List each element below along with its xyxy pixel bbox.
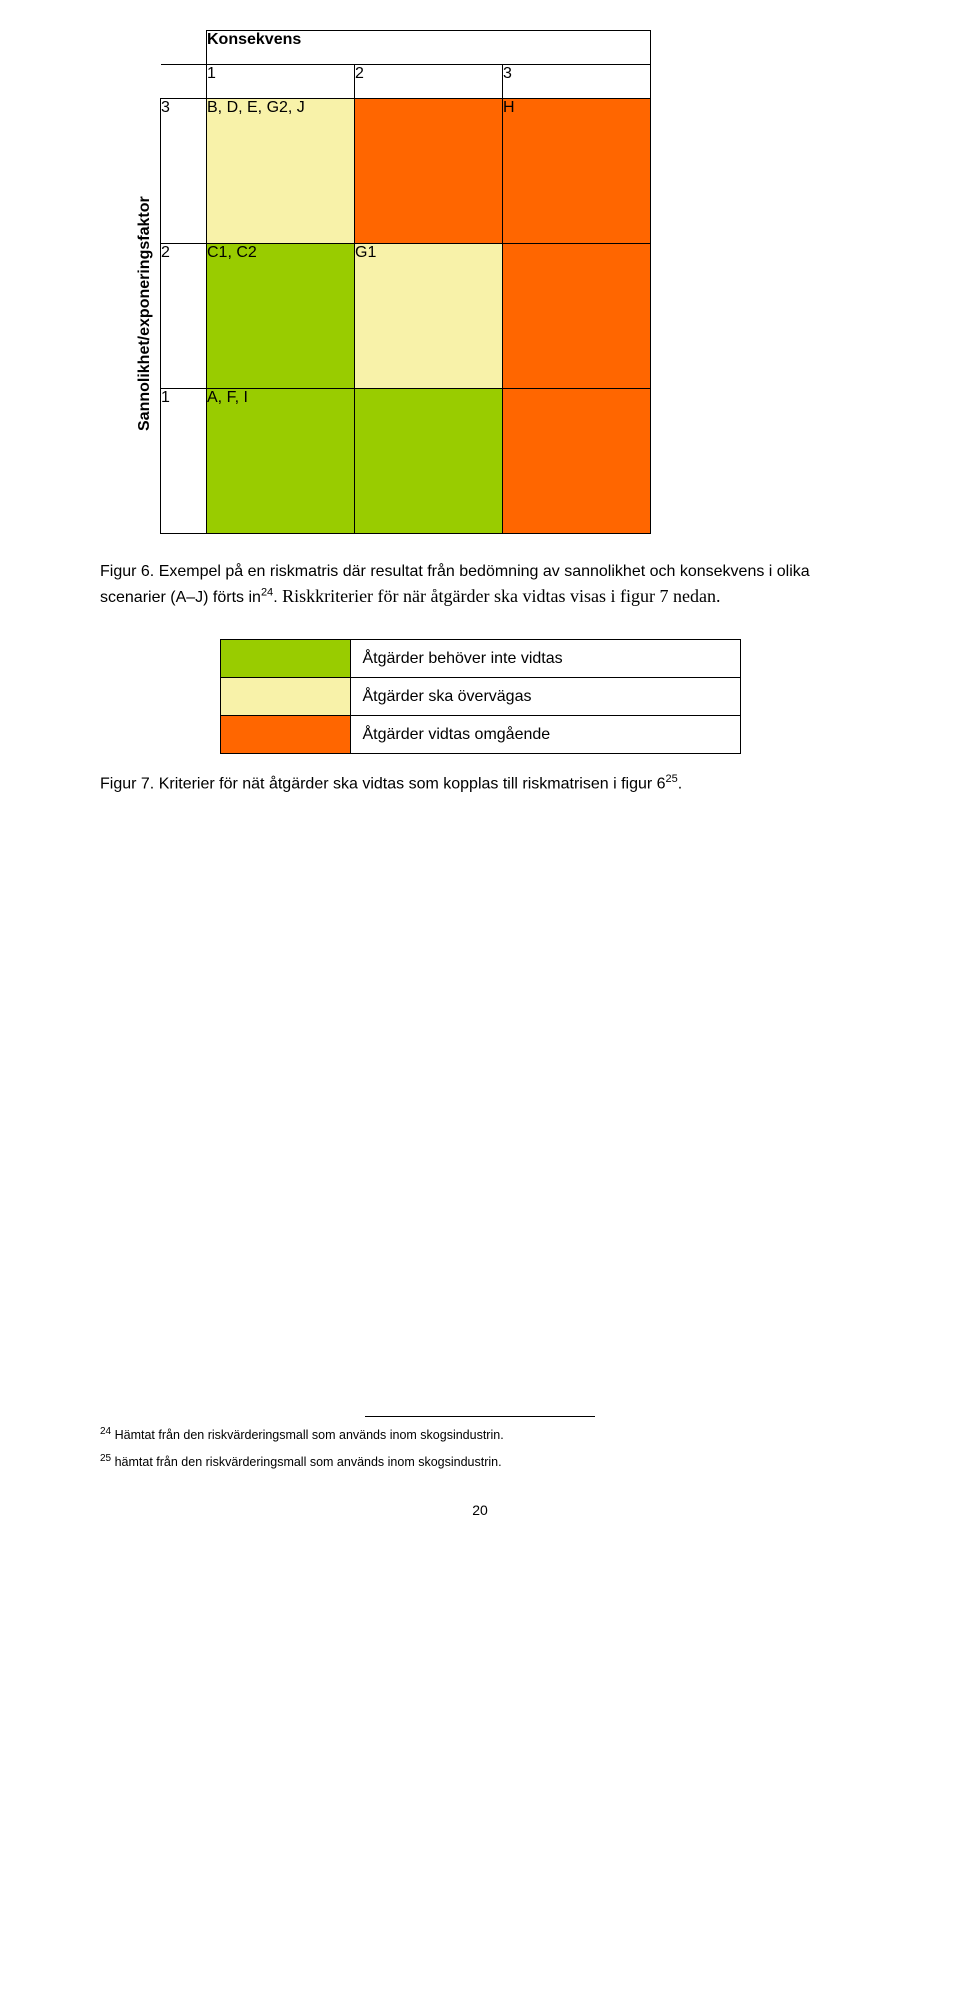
col-header-3: 3 [503,65,651,99]
legend-swatch [220,716,350,754]
page-number: 20 [100,1502,860,1518]
figure-7-caption: Figur 7. Kriterier för nät åtgärder ska … [100,772,860,796]
matrix-title: Konsekvens [207,31,651,65]
footnote-25: 25 hämtat från den riskvärderingsmall so… [100,1451,860,1472]
legend-swatch [220,678,350,716]
col-header-1: 1 [207,65,355,99]
matrix-cell [355,389,503,534]
matrix-cell: A, F, I [207,389,355,534]
risk-matrix: Sannolikhet/exponeringsfaktor Konsekvens… [130,30,860,534]
row-label: 1 [161,389,207,534]
matrix-cell: C1, C2 [207,244,355,389]
legend-text: Åtgärder vidtas omgående [350,716,740,754]
matrix-cell [355,99,503,244]
row-label: 2 [161,244,207,389]
footnote-separator [365,1416,595,1417]
legend-row: Åtgärder vidtas omgående [220,716,740,754]
legend-swatch [220,640,350,678]
matrix-cell: G1 [355,244,503,389]
risk-matrix-table: Konsekvens 1 2 3 3 B, D, E, G2, J H 2 C1… [160,30,651,534]
legend-row: Åtgärder behöver inte vidtas [220,640,740,678]
col-header-2: 2 [355,65,503,99]
legend-row: Åtgärder ska övervägas [220,678,740,716]
matrix-cell: H [503,99,651,244]
legend-text: Åtgärder behöver inte vidtas [350,640,740,678]
figure-6-caption: Figur 6. Exempel på en riskmatris där re… [100,560,860,609]
matrix-cell [503,244,651,389]
matrix-row: 2 C1, C2 G1 [160,244,651,389]
matrix-cell: B, D, E, G2, J [207,99,355,244]
matrix-row: 3 B, D, E, G2, J H [160,99,651,244]
criteria-legend: Åtgärder behöver inte vidtas Åtgärder sk… [220,639,741,754]
row-label: 3 [161,99,207,244]
matrix-cell [503,389,651,534]
matrix-row: 1 A, F, I [160,389,651,534]
footnote-24: 24 Hämtat från den riskvärderingsmall so… [100,1424,860,1445]
y-axis-label: Sannolikhet/exponeringsfaktor [130,94,160,534]
legend-text: Åtgärder ska övervägas [350,678,740,716]
